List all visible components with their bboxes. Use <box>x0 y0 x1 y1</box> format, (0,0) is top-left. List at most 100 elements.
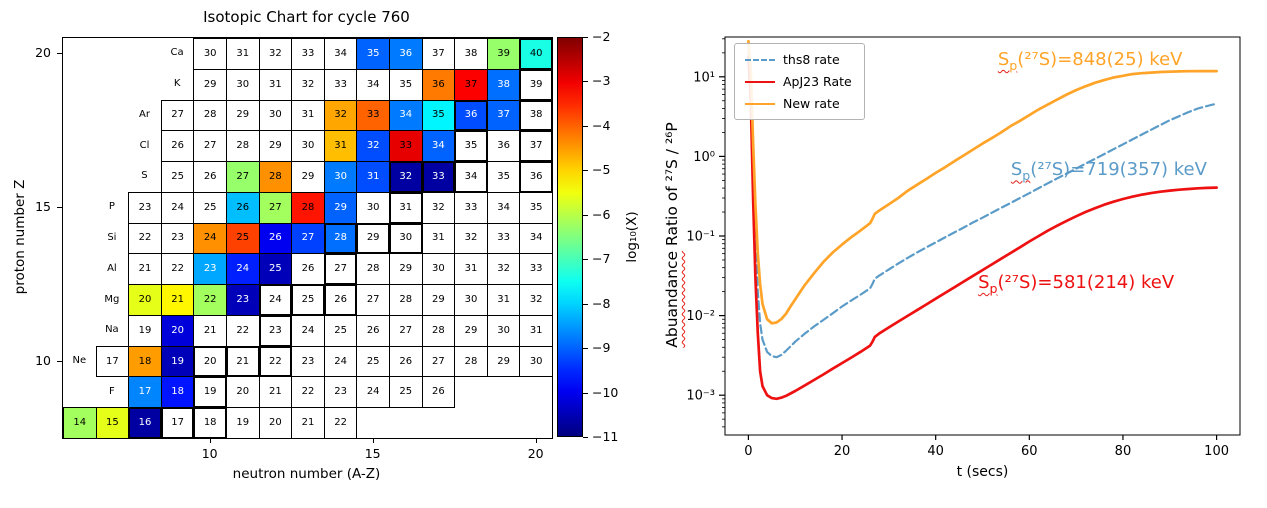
annotation-sp-581-tail: (²⁷S)=581(214) keV <box>997 272 1175 294</box>
isotope-cell: 35 <box>389 68 423 101</box>
isotope-cell: 20 <box>258 407 293 439</box>
isotope-cell: 25 <box>356 345 390 378</box>
colorbar-tick-label: −10 <box>592 384 619 400</box>
isotope-cell: 27 <box>291 222 325 255</box>
legend-line-apj23-rate <box>745 80 775 83</box>
isotope-cell: 23 <box>193 253 227 286</box>
x-tick-label: 60 <box>1021 444 1038 459</box>
isotope-cell: 22 <box>291 376 325 409</box>
annotation-sp-719-tail: (²⁷S)=719(357) keV <box>1030 159 1207 181</box>
colorbar-tick <box>583 259 588 261</box>
x-tick-label: 15 <box>364 446 381 461</box>
isotope-cell: 31 <box>454 253 488 286</box>
isotope-cell: 30 <box>454 284 488 316</box>
isotope-cell: 28 <box>454 345 488 378</box>
isotope-cell: 22 <box>193 284 227 316</box>
isotope-cell: 29 <box>291 161 325 193</box>
isotope-cell: 33 <box>454 191 488 224</box>
isotope-cell: 30 <box>193 38 227 70</box>
isotope-cell: 37 <box>454 68 488 101</box>
isotope-cell: 32 <box>323 99 358 132</box>
x-tick-label: 20 <box>834 444 851 459</box>
annotation-sp-848-head: Sp <box>997 48 1018 73</box>
isotope-cell: 27 <box>323 253 358 286</box>
y-tick <box>57 207 62 209</box>
isotope-cell: 25 <box>389 376 423 409</box>
legend-label-apj23-rate: ApJ23 Rate <box>783 74 852 89</box>
element-label-K: K <box>173 78 181 90</box>
isotope-cell: 24 <box>226 253 260 286</box>
isotope-cell: 34 <box>356 68 390 101</box>
isotope-cell: 15 <box>95 407 130 439</box>
isotope-cell: 26 <box>421 376 456 409</box>
isotopic-plot-area: Ca 30 31 32 33 34 35 36 37 38 39 40 K 29 30 31 32 33 34 35 3… <box>62 37 553 439</box>
y-tick-label: 10⁻³ <box>686 389 715 404</box>
isotope-cell: 21 <box>291 407 325 439</box>
isotope-cell: 26 <box>258 222 293 255</box>
colorbar-tick <box>583 392 588 394</box>
isotope-cell: 17 <box>95 345 130 378</box>
isotope-cell: 33 <box>519 253 553 286</box>
isotope-cell: 26 <box>389 345 423 378</box>
x-tick-label: 80 <box>1115 444 1132 459</box>
isotope-cell: 25 <box>291 284 325 316</box>
isotope-cell: 32 <box>258 38 293 70</box>
isotope-cell: 17 <box>160 407 195 439</box>
isotope-cell: 28 <box>226 130 260 163</box>
legend-label-new-rate: New rate <box>783 96 840 111</box>
isotope-cell: 23 <box>323 376 358 409</box>
element-label-Mg: Mg <box>104 293 120 305</box>
element-label-Ne: Ne <box>72 355 87 367</box>
colorbar-tick-label: −5 <box>592 162 611 178</box>
isotope-cell: 35 <box>486 161 521 193</box>
isotope-cell: 19 <box>226 407 260 439</box>
isotope-cell: 25 <box>193 191 227 224</box>
y-tick-label: 10⁻¹ <box>686 230 715 245</box>
isotope-cell: 20 <box>160 314 195 347</box>
isotope-cell: 27 <box>193 130 227 163</box>
y-tick <box>57 53 62 55</box>
isotope-cell: 35 <box>519 191 553 224</box>
isotope-cell: 29 <box>356 222 390 255</box>
isotope-cell: 29 <box>421 284 456 316</box>
isotope-cell: 32 <box>454 222 488 255</box>
isotope-cell: 26 <box>226 191 260 224</box>
isotopic-chart-panel: Isotopic Chart for cycle 760 proton numb… <box>12 8 640 482</box>
colorbar-gradient <box>557 37 583 437</box>
isotope-cell: 19 <box>193 376 227 409</box>
ratio-xlabel: t (secs) <box>956 464 1009 480</box>
isotope-cell: 24 <box>291 314 325 347</box>
y-tick <box>57 361 62 363</box>
isotope-cell: 30 <box>323 161 358 193</box>
element-label-Na: Na <box>105 324 119 336</box>
element-label-S: S <box>141 170 148 182</box>
colorbar-tick-label: −8 <box>592 295 611 311</box>
isotope-cell: 24 <box>160 191 195 224</box>
colorbar-tick-label: −11 <box>592 429 619 444</box>
isotope-cell: 32 <box>389 161 423 193</box>
isotope-cell: 38 <box>454 38 488 70</box>
isotope-cell: 39 <box>486 38 521 70</box>
isotope-cell: 34 <box>421 130 456 163</box>
colorbar-tick-label: −2 <box>592 29 611 44</box>
isotope-cell: 28 <box>421 314 456 347</box>
element-label-Ca: Ca <box>170 47 184 59</box>
isotope-cell: 28 <box>193 99 227 132</box>
isotope-cell: 28 <box>356 253 390 286</box>
isotope-cell: 27 <box>160 99 195 132</box>
isotope-cell: 35 <box>454 130 488 163</box>
colorbar-tick <box>583 303 588 305</box>
isotope-cell: 29 <box>486 345 521 378</box>
isotope-cell: 27 <box>226 161 260 193</box>
isotope-cell: 23 <box>160 222 195 255</box>
isotope-cell: 19 <box>160 345 195 378</box>
isotope-cell: 30 <box>226 68 260 101</box>
y-tick-label: 15 <box>35 199 51 215</box>
isotope-cell: 18 <box>193 407 227 439</box>
isotope-cell: 31 <box>421 222 456 255</box>
isotope-cell: 27 <box>258 191 293 224</box>
isotope-cell: 34 <box>389 99 423 132</box>
annotation-sp-848-tail: (²⁷S)=848(25) keV <box>1017 48 1183 70</box>
colorbar-tick <box>583 125 588 127</box>
legend: ths8 rate ApJ23 Rate New rate <box>734 43 865 120</box>
